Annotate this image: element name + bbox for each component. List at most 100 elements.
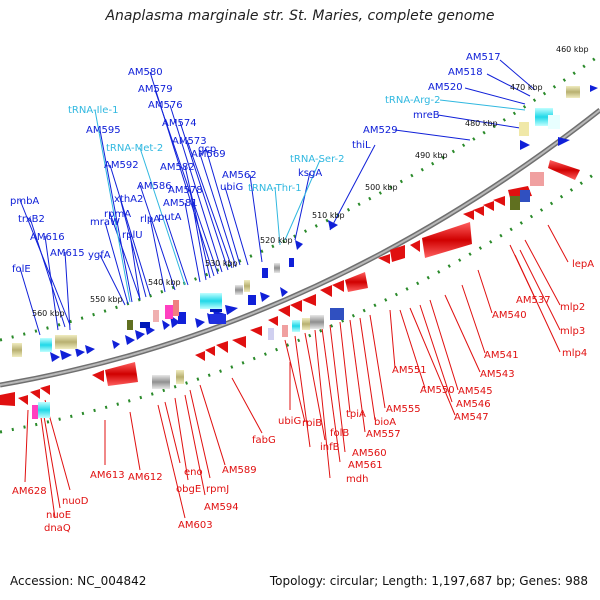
gene-label: AM612 bbox=[128, 472, 163, 483]
gene-label: AM560 bbox=[352, 448, 387, 459]
gene-label: AM550 bbox=[420, 385, 455, 396]
reverse-leader-lines bbox=[24, 224, 569, 519]
trna-label: tRNA-Ile-1 bbox=[68, 105, 118, 116]
gene-label: AM628 bbox=[12, 486, 47, 497]
gene-label: rpmJ bbox=[206, 484, 229, 495]
gene-label: AM546 bbox=[456, 399, 491, 410]
gene-label: AM518 bbox=[448, 67, 483, 78]
gene-label: AM592 bbox=[104, 160, 139, 171]
gene-label: infB bbox=[320, 442, 340, 453]
gene-label: AM579 bbox=[138, 84, 173, 95]
gene-label: AM545 bbox=[458, 386, 493, 397]
gene-label: pmbA bbox=[10, 196, 39, 207]
scale-label: 540 kbp bbox=[148, 278, 181, 287]
scale-label: 510 kbp bbox=[312, 211, 345, 220]
gene-label: AM569 bbox=[191, 149, 226, 160]
gene-label: AM574 bbox=[162, 118, 197, 129]
gene-label: AM578 bbox=[168, 185, 203, 196]
gene-label: AM562 bbox=[222, 170, 257, 181]
gene-label: mlp3 bbox=[560, 326, 585, 337]
forward-genes bbox=[50, 85, 598, 362]
gene-label: AM582 bbox=[160, 162, 195, 173]
reverse-genes bbox=[0, 160, 580, 406]
scale-label: 490 kbp bbox=[415, 151, 448, 160]
gene-label: AM581 bbox=[163, 198, 198, 209]
gene-label: rlpA bbox=[140, 214, 160, 225]
gene-label: AM537 bbox=[516, 295, 551, 306]
gene-label: mdh bbox=[346, 474, 368, 485]
scale-label: 480 kbp bbox=[465, 119, 498, 128]
gene-label: mraW bbox=[90, 217, 120, 228]
gene-label: AM580 bbox=[128, 67, 163, 78]
gene-label: AM557 bbox=[366, 429, 401, 440]
gene-label: xthA2 bbox=[114, 194, 143, 205]
gene-label: bioA bbox=[374, 417, 396, 428]
gene-label: putA bbox=[158, 212, 182, 223]
gene-label: fabG bbox=[252, 435, 276, 446]
gene-label: rpiB bbox=[302, 418, 322, 429]
gene-label: AM586 bbox=[137, 181, 172, 192]
genome-summary-label: Topology: circular; Length: 1,197,687 bp… bbox=[269, 574, 588, 588]
gene-label: AM520 bbox=[428, 82, 463, 93]
gene-label: nuoD bbox=[62, 496, 89, 507]
trna-leader-lines bbox=[94, 99, 526, 303]
gene-label: AM517 bbox=[466, 52, 501, 63]
gene-label: tpiA bbox=[346, 409, 366, 420]
gene-label: AM540 bbox=[492, 310, 527, 321]
gene-label: eno bbox=[184, 467, 203, 478]
gene-label: dnaQ bbox=[44, 523, 71, 534]
gene-label: AM561 bbox=[348, 460, 383, 471]
gene-label: AM576 bbox=[148, 100, 183, 111]
trna-label: tRNA-Arg-2 bbox=[385, 95, 440, 106]
scale-label: 500 kbp bbox=[365, 183, 398, 192]
gene-label: AM595 bbox=[86, 125, 121, 136]
gene-label: trxB2 bbox=[18, 214, 45, 225]
gene-label: lepA bbox=[572, 259, 594, 270]
gene-label: gcp bbox=[198, 144, 216, 155]
gene-label: ubiG bbox=[220, 182, 243, 193]
scale-label: 460 kbp bbox=[556, 45, 589, 54]
gene-label: AM547 bbox=[454, 412, 489, 423]
scale-label: 520 kbp bbox=[260, 236, 293, 245]
gene-label: AM551 bbox=[392, 365, 427, 376]
gene-label: mreB bbox=[413, 110, 440, 121]
gene-label: rplU bbox=[122, 230, 143, 241]
genome-title: Anaplasma marginale str. St. Maries, com… bbox=[105, 8, 495, 24]
gene-label: rpmA bbox=[104, 209, 131, 220]
genome-backbone bbox=[0, 108, 600, 388]
trna-label: tRNA-Thr-1 bbox=[248, 183, 302, 194]
gene-label: AM613 bbox=[90, 470, 125, 481]
gene-label: ksgA bbox=[298, 168, 322, 179]
gene-label: nuoE bbox=[46, 510, 71, 521]
gene-label: AM529 bbox=[363, 125, 398, 136]
gene-label: folE bbox=[12, 264, 31, 275]
gene-label: AM589 bbox=[222, 465, 257, 476]
gene-label: obgE bbox=[176, 484, 201, 495]
gene-label: folB bbox=[330, 428, 349, 439]
gene-label: AM541 bbox=[484, 350, 519, 361]
gene-label: AM573 bbox=[172, 136, 207, 147]
tick-track-inner bbox=[0, 168, 600, 434]
trna-label: tRNA-Ser-2 bbox=[290, 154, 345, 165]
gene-label: thiL bbox=[352, 140, 371, 151]
reverse-blocks bbox=[32, 172, 544, 419]
gene-label: AM555 bbox=[386, 404, 421, 415]
gene-label: AM616 bbox=[30, 232, 65, 243]
gene-label: AM543 bbox=[480, 369, 515, 380]
gene-label: AM603 bbox=[178, 520, 213, 531]
gene-label: ubiG bbox=[278, 416, 301, 427]
forward-blocks bbox=[12, 86, 580, 357]
gene-label: ygfA bbox=[88, 250, 111, 261]
forward-leader-lines bbox=[19, 59, 536, 336]
scale-label: 470 kbp bbox=[510, 83, 543, 92]
scale-label: 560 kbp bbox=[32, 309, 65, 318]
gene-label: mlp4 bbox=[562, 348, 587, 359]
gene-label: mlp2 bbox=[560, 302, 585, 313]
trna-label: tRNA-Met-2 bbox=[106, 143, 163, 154]
gene-label: AM594 bbox=[204, 502, 239, 513]
accession-label: Accession: NC_004842 bbox=[10, 574, 147, 588]
scale-label: 550 kbp bbox=[90, 295, 123, 304]
scale-label: 530 kbp bbox=[205, 259, 238, 268]
gene-label: AM615 bbox=[50, 248, 85, 259]
